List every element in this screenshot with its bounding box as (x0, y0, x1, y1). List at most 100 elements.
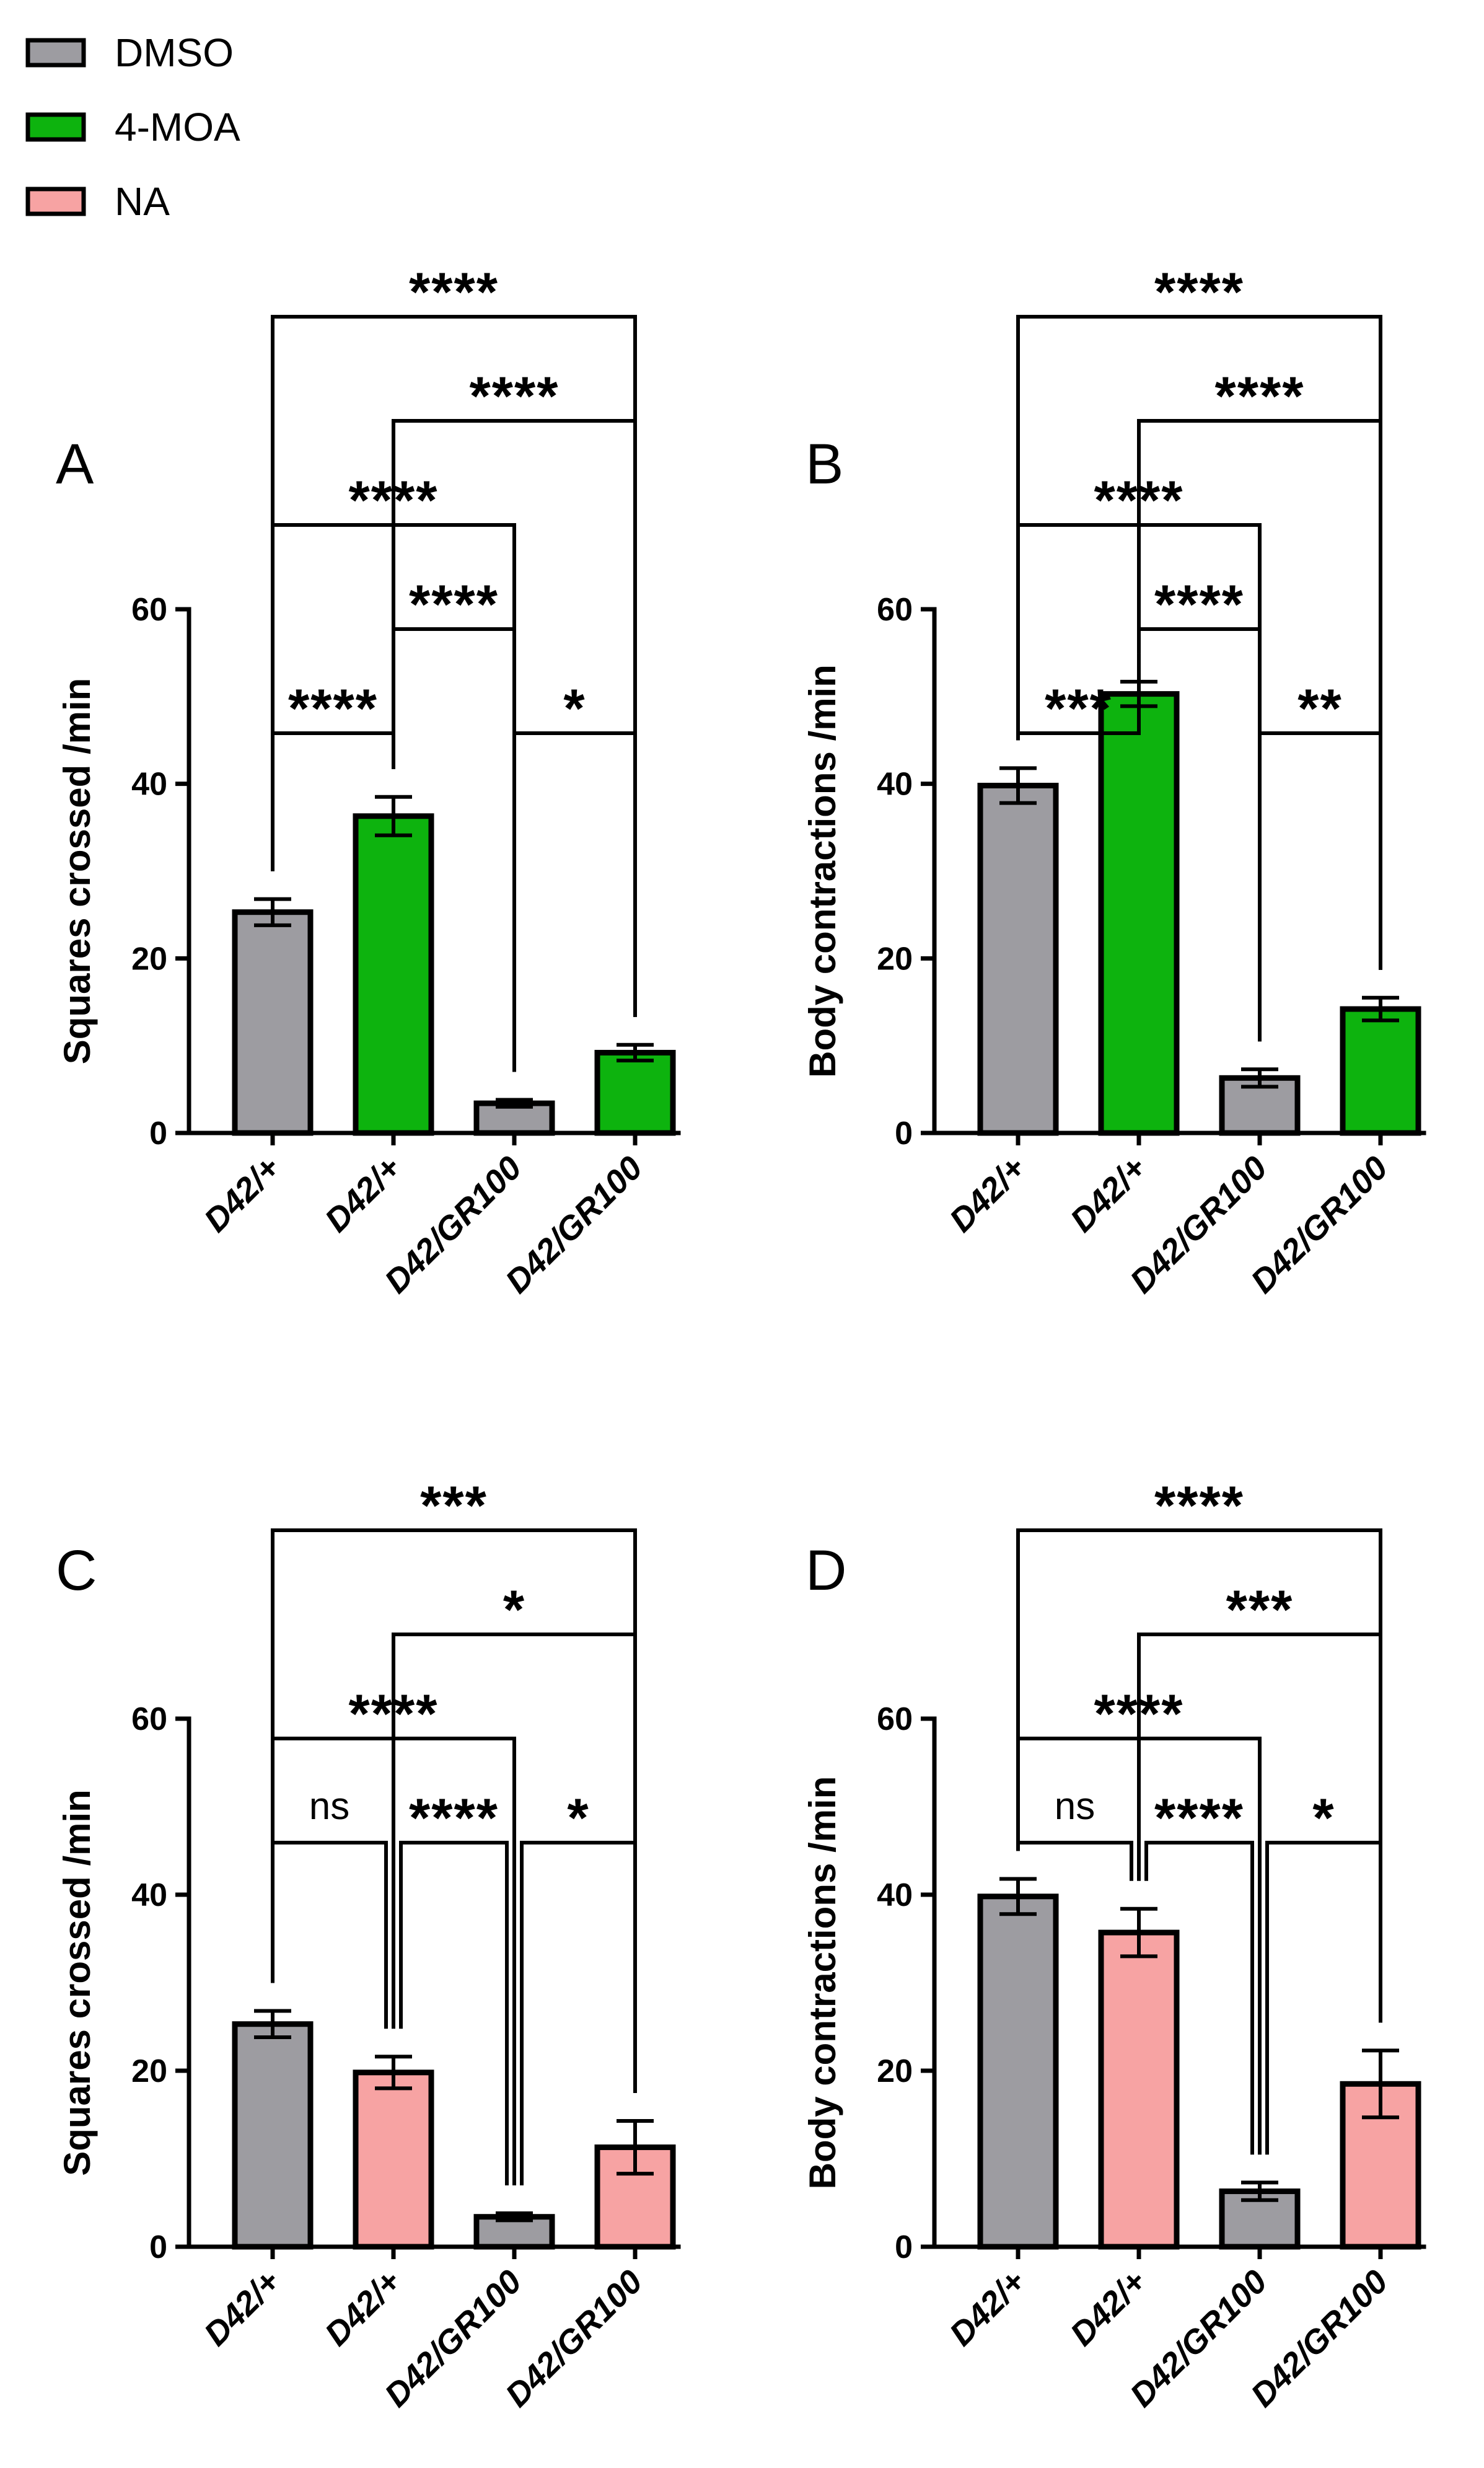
error-bar (617, 2118, 654, 2176)
legend-item-dmso: DMSO (25, 30, 234, 75)
significance-label: *** (1045, 677, 1112, 739)
y-tick-label: 60 (877, 592, 913, 628)
significance-bracket (520, 1841, 637, 2186)
y-tick-label: 0 (149, 1116, 167, 1152)
error-bar (375, 2055, 412, 2091)
x-tick-label: D42/+ (1063, 1149, 1153, 1239)
significance-label: * (567, 1787, 589, 1848)
x-tick-label: D42/+ (197, 1149, 287, 1239)
y-tick-label: 0 (895, 1116, 913, 1152)
bar (353, 2069, 434, 2250)
significance-bracket (399, 1841, 509, 2186)
legend-swatch (25, 112, 86, 142)
bar (232, 2021, 314, 2250)
significance-bracket (271, 315, 637, 1017)
x-tick-label: D42/+ (942, 2263, 1032, 2353)
panel-letter: C (56, 1539, 97, 1602)
y-tick-label: 40 (877, 1877, 913, 1913)
bar (1340, 1006, 1421, 1136)
error-bar (254, 2009, 291, 2040)
significance-bracket (1258, 731, 1382, 1042)
error-bar (1241, 1067, 1278, 1089)
bar (353, 813, 434, 1136)
bar (977, 782, 1059, 1136)
error-bar (496, 2211, 533, 2223)
significance-bracket (271, 1528, 637, 2093)
legend-item-na: NA (25, 179, 170, 224)
x-tick-label: D42/+ (197, 2263, 287, 2353)
error-bar (999, 766, 1037, 805)
panel-letter: B (806, 433, 843, 496)
error-bar (254, 897, 291, 927)
significance-bracket (271, 1841, 388, 2029)
y-axis-label: Body contractions /min (802, 1776, 843, 2190)
significance-label: * (1312, 1787, 1335, 1848)
y-tick-label: 60 (877, 1701, 913, 1737)
panel-letter: A (56, 433, 94, 496)
significance-label: * (503, 1579, 525, 1640)
x-tick-label: D42/+ (942, 1149, 1032, 1239)
x-tick-label: D42/+ (318, 1149, 408, 1239)
significance-label: **** (409, 1787, 499, 1848)
panel-d: D Body contractions /min 0 20 40 60 D42/+ D42/+… (802, 1474, 1426, 2414)
panel-letter: D (806, 1539, 846, 1602)
legend-swatch (25, 187, 86, 216)
significance-label: ** (1297, 677, 1343, 739)
significance-label: **** (1154, 1787, 1244, 1848)
significance-bracket (1016, 1528, 1382, 2023)
legend-label: 4-MOA (115, 105, 240, 149)
error-bar (1362, 2048, 1399, 2120)
bar (232, 909, 314, 1136)
significance-label: **** (1154, 261, 1244, 322)
y-tick-label: 20 (131, 2053, 167, 2089)
significance-label: *** (420, 1474, 488, 1536)
y-axis-label: Squares crossed /min (56, 1789, 98, 2176)
significance-label: **** (1215, 365, 1305, 426)
error-bar (1362, 995, 1399, 1023)
significance-label: **** (1154, 1474, 1244, 1536)
y-tick-label: 20 (131, 941, 167, 977)
y-tick-label: 0 (149, 2229, 167, 2265)
bar (594, 1049, 676, 1136)
bar (977, 1893, 1059, 2250)
y-axis-label: Body contractions /min (802, 664, 843, 1078)
y-tick-label: 20 (877, 941, 913, 977)
y-tick-label: 60 (131, 592, 167, 628)
significance-label: **** (470, 365, 560, 426)
panel-b: B Body contractions /min 0 20 40 60 D42/+ D42/+… (802, 261, 1426, 1300)
significance-label: **** (288, 677, 378, 739)
legend: DMSO 4-MOA NA (25, 30, 240, 224)
significance-bracket (1144, 1841, 1254, 2155)
significance-label: **** (409, 261, 499, 322)
significance-label: ns (1055, 1785, 1095, 1828)
bar (1098, 1929, 1180, 2250)
error-bar (999, 1877, 1037, 1916)
significance-label: ns (309, 1785, 349, 1828)
y-tick-label: 60 (131, 1701, 167, 1737)
error-bar (375, 795, 412, 837)
legend-label: NA (115, 179, 170, 224)
y-tick-label: 40 (131, 1877, 167, 1913)
significance-label: **** (409, 573, 499, 635)
legend-label: DMSO (115, 30, 234, 75)
bar (1098, 691, 1180, 1136)
significance-label: * (563, 677, 586, 739)
y-tick-label: 40 (877, 767, 913, 803)
x-tick-label: D42/+ (318, 2263, 408, 2353)
significance-bracket (1016, 1841, 1133, 1881)
significance-bracket (512, 731, 637, 1072)
y-tick-label: 20 (877, 2053, 913, 2089)
error-bar (496, 1098, 533, 1109)
error-bar (1120, 1906, 1157, 1959)
error-bar (617, 1042, 654, 1063)
y-tick-label: 0 (895, 2229, 913, 2265)
significance-bracket (1016, 315, 1382, 970)
x-tick-label: D42/+ (1063, 2263, 1153, 2353)
legend-item-4-moa: 4-MOA (25, 105, 240, 149)
error-bar (1241, 2180, 1278, 2202)
significance-label: **** (1154, 573, 1244, 635)
